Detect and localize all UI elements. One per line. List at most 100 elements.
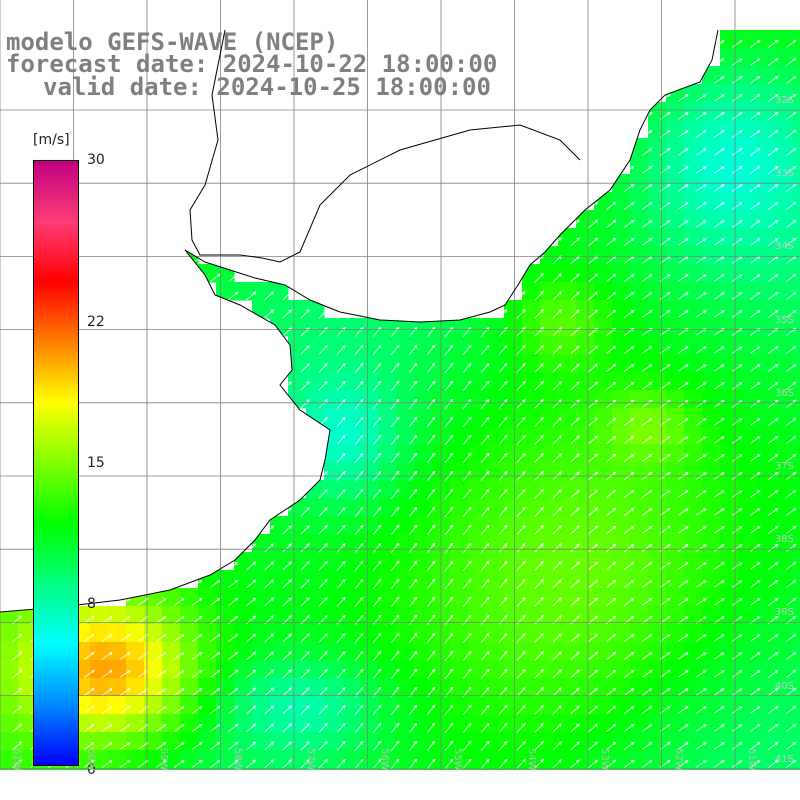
wind-arrow (516, 614, 526, 625)
wind-cell (504, 660, 523, 679)
wind-arrow (677, 94, 689, 102)
wind-cell (216, 606, 235, 625)
wind-cell (702, 372, 721, 391)
wind-arrow (372, 380, 382, 391)
wind-arrow (731, 58, 743, 66)
wind-arrow (695, 454, 707, 462)
wind-arrow (336, 668, 346, 679)
wind-arrow (318, 362, 328, 373)
wind-cell (792, 390, 800, 409)
wind-cell (144, 750, 163, 769)
wind-cell (252, 552, 271, 571)
wind-arrow (588, 309, 599, 319)
wind-cell (720, 714, 739, 733)
wind-arrow (336, 614, 346, 625)
wind-cell (162, 660, 181, 679)
wind-cell (342, 732, 361, 751)
wind-cell (306, 372, 325, 391)
wind-cell (666, 282, 685, 301)
wind-arrow (408, 578, 418, 589)
wind-arrow (570, 723, 581, 733)
wind-cell (738, 300, 757, 319)
wind-cell (450, 714, 469, 733)
wind-cell (198, 588, 217, 607)
wind-cell (486, 516, 505, 535)
wind-arrow (695, 292, 707, 300)
wind-cell (396, 336, 415, 355)
wind-arrow (677, 490, 689, 498)
wind-cell (756, 606, 775, 625)
wind-arrow (264, 291, 275, 301)
wind-arrow (785, 525, 797, 535)
wind-arrow (534, 723, 544, 733)
wind-cell (702, 336, 721, 355)
wind-cell (702, 516, 721, 535)
wind-cell (684, 192, 703, 211)
wind-cell (684, 264, 703, 283)
wind-arrow (677, 418, 689, 426)
colorbar-tick-label: 30 (87, 152, 105, 168)
latitude-label: 33S (774, 168, 794, 180)
wind-cell (792, 534, 800, 553)
wind-cell (630, 516, 649, 535)
wind-cell (522, 642, 541, 661)
wind-cell (666, 696, 685, 715)
wind-arrow (588, 579, 599, 589)
wind-cell (414, 624, 433, 643)
wind-arrow (677, 706, 689, 714)
wind-cell (342, 516, 361, 535)
wind-cell (594, 678, 613, 697)
wind-arrow (300, 561, 310, 571)
wind-cell (594, 444, 613, 463)
wind-cell (576, 552, 595, 571)
wind-cell (180, 660, 199, 679)
wind-arrow (101, 706, 113, 714)
wind-cell (612, 696, 631, 715)
wind-arrow (264, 687, 275, 697)
wind-cell (666, 624, 685, 643)
wind-arrow (552, 651, 563, 661)
wind-arrow (354, 416, 364, 427)
wind-cell (756, 534, 775, 553)
wind-arrow (119, 706, 131, 714)
wind-cell (108, 642, 127, 661)
wind-arrow (641, 723, 653, 732)
wind-arrow (426, 362, 436, 373)
wind-arrow (749, 759, 761, 768)
wind-arrow (731, 652, 743, 660)
wind-arrow (480, 632, 490, 643)
wind-cell (270, 606, 289, 625)
wind-arrow (318, 650, 328, 661)
colorbar (33, 160, 79, 766)
wind-cell (414, 552, 433, 571)
wind-cell (270, 714, 289, 733)
wind-cell (558, 696, 577, 715)
wind-arrow (606, 561, 617, 571)
wind-cell (288, 354, 307, 373)
wind-cell (594, 714, 613, 733)
wind-cell (792, 300, 800, 319)
wind-arrow (713, 652, 725, 660)
wind-arrow (462, 542, 472, 553)
wind-cell (558, 264, 577, 283)
wind-cell (198, 660, 217, 679)
colorbar-unit: [m/s] (33, 132, 70, 148)
wind-cell (756, 300, 775, 319)
wind-arrow (282, 525, 293, 535)
wind-cell (666, 264, 685, 283)
wind-arrow (228, 687, 239, 697)
wind-cell (684, 336, 703, 355)
wind-cell (414, 534, 433, 553)
wind-arrow (785, 507, 797, 517)
wind-cell (162, 678, 181, 697)
wind-arrow (426, 380, 436, 391)
wind-arrow (785, 183, 797, 193)
wind-cell (738, 642, 757, 661)
wind-arrow (785, 435, 797, 445)
wind-cell (486, 570, 505, 589)
wind-cell (684, 102, 703, 121)
wind-arrow (588, 273, 599, 283)
wind-arrow (462, 506, 472, 517)
wind-cell (774, 444, 793, 463)
wind-cell (630, 390, 649, 409)
